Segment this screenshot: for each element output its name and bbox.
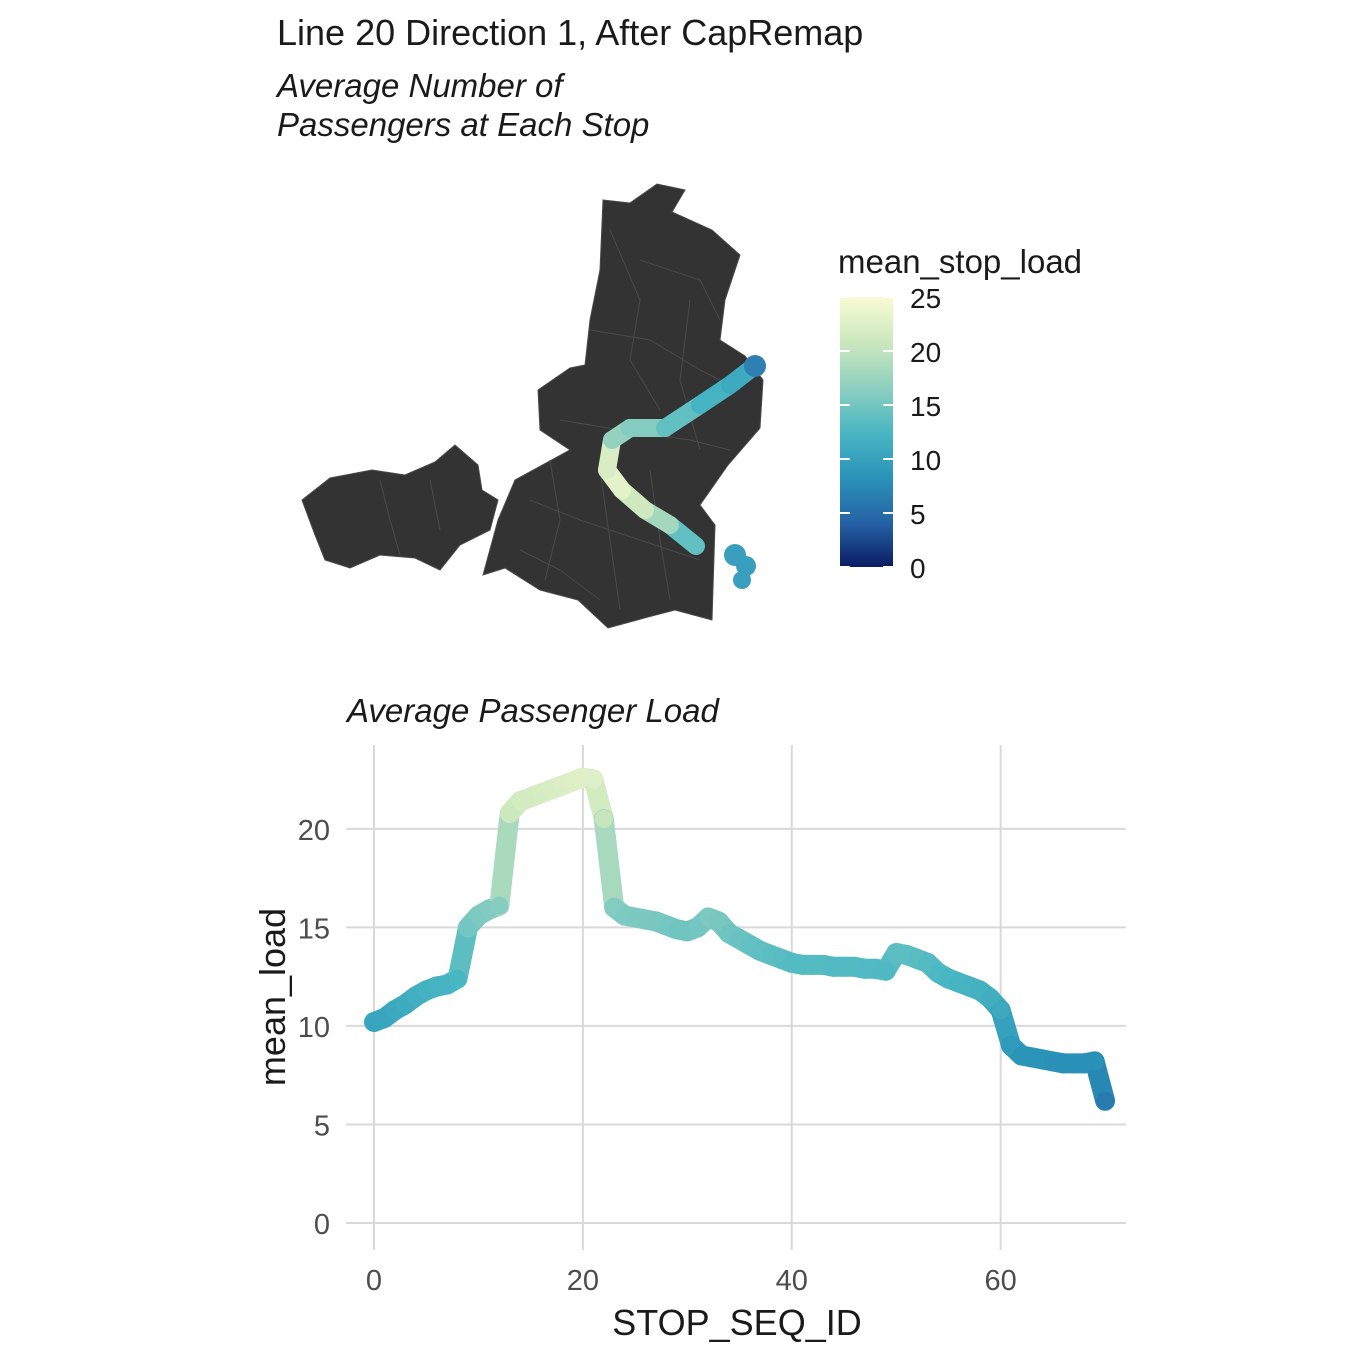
x-tick-label: 60: [985, 1265, 1017, 1297]
tract-border: [639, 259, 721, 321]
series-segment: [489, 803, 520, 916]
x-tick-label: 20: [567, 1265, 599, 1297]
x-tick-label: 0: [366, 1265, 382, 1297]
legend-title: mean_stop_load: [838, 243, 1083, 280]
data-point: [709, 912, 728, 931]
data-point: [594, 809, 613, 828]
data-point: [1096, 1091, 1115, 1110]
stop-marker: [733, 571, 751, 589]
tract-border: [679, 299, 701, 451]
stop-marker: [744, 355, 766, 377]
route-stop-cluster: [724, 355, 766, 589]
service-area-map: [301, 183, 764, 629]
passenger-load-chart: 0 5 10 15 20 0 20 40 60 STOP_SEQ_ID mean_load: [252, 745, 1126, 1343]
y-tick-label: 15: [298, 913, 330, 945]
data-point: [584, 770, 603, 789]
color-legend: 0 5 10 15 20 25: [840, 283, 941, 584]
data-point: [1085, 1052, 1104, 1071]
tract-border: [429, 479, 441, 531]
tract-border: [609, 229, 661, 411]
map-region-north: [482, 183, 764, 629]
line-chart-title: Average Passenger Load: [347, 692, 719, 729]
y-tick-label: 20: [298, 815, 330, 847]
data-point: [876, 961, 895, 980]
data-point: [991, 1001, 1010, 1020]
tract-border: [529, 499, 701, 561]
map-subtitle: Average Number of Passengers at Each Sto…: [277, 66, 649, 144]
y-axis-label: mean_load: [252, 908, 293, 1086]
chart-title: Line 20 Direction 1, After CapRemap: [277, 12, 864, 53]
stop-marker: [736, 556, 756, 576]
map-subtitle-line-1: Average Number of: [277, 67, 563, 104]
map-region-west: [301, 444, 499, 571]
legend-tick-label: 0: [910, 553, 926, 584]
census-tract-borders: [379, 229, 741, 611]
data-point: [981, 989, 1000, 1008]
y-tick-label: 10: [298, 1012, 330, 1044]
legend-tick-label: 5: [910, 499, 926, 530]
map-subtitle-line-2: Passengers at Each Stop: [277, 106, 650, 143]
series-segment: [593, 808, 625, 918]
legend-tick-label: 15: [910, 391, 941, 422]
data-point: [459, 918, 477, 937]
legend-tick-label: 10: [910, 445, 941, 476]
x-tick-label: 40: [776, 1265, 808, 1297]
tract-border: [589, 329, 741, 391]
tract-border: [599, 469, 621, 611]
tract-border: [649, 469, 671, 601]
y-tick-label: 5: [314, 1110, 330, 1142]
y-tick-label: 0: [314, 1209, 330, 1241]
tract-border: [519, 549, 601, 601]
tract-border: [379, 479, 401, 556]
data-point: [500, 804, 519, 823]
legend-tick-label: 20: [910, 337, 941, 368]
data-point: [490, 896, 509, 915]
tract-border: [544, 459, 561, 581]
bus-route-line: [598, 359, 761, 555]
data-point: [448, 969, 467, 988]
x-axis-label: STOP_SEQ_ID: [612, 1302, 861, 1343]
legend-colorbar: [840, 297, 893, 567]
legend-tick-label: 25: [910, 283, 941, 314]
